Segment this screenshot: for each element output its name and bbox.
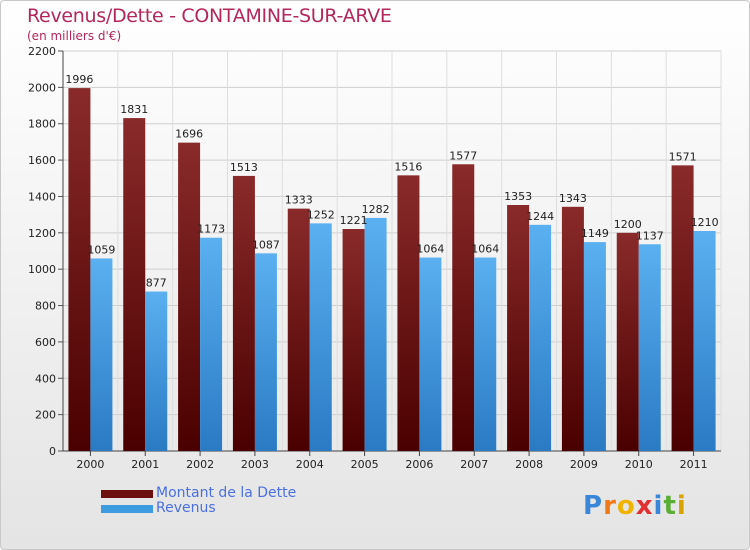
bar-revenus-2003 [254,253,277,451]
x-tick-label-2005: 2005 [351,458,379,471]
bar-revenus-2006 [419,257,442,451]
value-label-revenus-2004: 1252 [307,208,335,221]
bar-debt-2010 [616,232,639,451]
legend-label-debt: Montant de la Dette [156,485,297,501]
value-label-revenus-2007: 1064 [471,243,499,256]
bar-debt-2005 [342,229,365,451]
x-tick-label-2006: 2006 [405,458,433,471]
bar-debt-2008 [507,205,530,451]
value-label-debt-2006: 1516 [394,160,422,173]
y-tick-label: 1000 [28,263,56,276]
bar-revenus-2008 [529,224,552,451]
value-label-debt-2009: 1343 [559,192,587,205]
bar-debt-2009 [561,206,584,451]
y-tick-label: 800 [35,300,56,313]
bar-revenus-2011 [693,231,716,451]
proxiti-logo: Proxiti [583,491,687,521]
bar-debt-2000 [68,88,91,451]
logo-letter: x [635,491,654,521]
value-label-revenus-2000: 1059 [87,243,115,256]
y-tick-label: 1200 [28,227,56,240]
logo-letter: o [616,491,636,521]
value-label-revenus-2006: 1064 [416,243,444,256]
value-label-debt-2007: 1577 [449,149,477,162]
labels-layer: 1996 1059 2000 1831 877 2001 1696 1173 2002 1513 1… [65,73,718,471]
y-tick-label: 1400 [28,190,56,203]
value-label-revenus-2008: 1244 [526,210,554,223]
bar-debt-2001 [123,118,146,451]
logo-letter: r [603,491,617,521]
bar-debt-2011 [671,165,694,451]
x-tick-label-2004: 2004 [296,458,324,471]
logo-letter: P [583,491,604,521]
value-label-debt-2005: 1221 [340,214,368,227]
y-tick-label: 1800 [28,118,56,131]
x-tick-label-2002: 2002 [186,458,214,471]
logo-letter: i [676,491,687,521]
legend-label-revenus: Revenus [156,500,216,516]
bar-revenus-2007 [474,257,497,451]
bar-revenus-2000 [90,258,113,451]
value-label-revenus-2002: 1173 [197,223,225,236]
legend-swatch-revenus [101,505,153,513]
x-tick-label-2011: 2011 [680,458,708,471]
bar-revenus-2004 [309,223,332,451]
value-label-debt-2000: 1996 [65,73,93,86]
logo-letter: t [663,491,677,521]
legend-swatch-debt [101,490,153,498]
bar-debt-2006 [397,175,420,451]
y-tick-label: 400 [35,372,56,385]
value-label-revenus-2010: 1137 [636,229,664,242]
value-label-revenus-2001: 877 [146,277,167,290]
bars-layer [68,88,716,452]
x-tick-label-2010: 2010 [625,458,653,471]
y-tick-label: 0 [49,445,56,458]
bar-revenus-2005 [364,217,387,451]
chart-title: Revenus/Dette - CONTAMINE-SUR-ARVE [27,5,392,27]
value-label-revenus-2009: 1149 [581,227,609,240]
bar-debt-2007 [452,164,475,452]
bar-debt-2004 [287,208,310,451]
x-tick-label-2007: 2007 [460,458,488,471]
value-label-debt-2008: 1353 [504,190,532,203]
bar-revenus-2009 [583,242,606,451]
bar-revenus-2010 [638,244,661,451]
value-label-debt-2010: 1200 [614,218,642,231]
bar-debt-2003 [232,175,255,451]
value-label-debt-2001: 1831 [120,103,148,116]
y-tick-label: 2000 [28,81,56,94]
logo-letter: i [653,491,664,521]
value-label-revenus-2011: 1210 [691,216,719,229]
value-label-debt-2002: 1696 [175,128,203,141]
x-tick-label-2008: 2008 [515,458,543,471]
y-tick-label: 1600 [28,154,56,167]
value-label-debt-2011: 1571 [669,150,697,163]
bar-revenus-2002 [200,237,223,451]
bar-revenus-2001 [145,291,168,451]
grid-layer: 0 200 400 600 800 1000 1200 1400 1600 1800 2000 220… [28,45,722,458]
x-tick-label-2000: 2000 [76,458,104,471]
chart-subtitle: (en milliers d'€) [27,29,122,43]
x-tick-label-2001: 2001 [131,458,159,471]
value-label-debt-2003: 1513 [230,161,258,174]
value-label-revenus-2003: 1087 [252,238,280,251]
y-tick-label: 2200 [28,45,56,58]
value-label-debt-2004: 1333 [285,194,313,207]
value-label-revenus-2005: 1282 [362,203,390,216]
bar-debt-2002 [178,142,201,452]
bar-chart: 0 200 400 600 800 1000 1200 1400 1600 1800 2000 220… [28,45,722,471]
x-tick-label-2003: 2003 [241,458,269,471]
y-tick-label: 200 [35,409,56,422]
y-tick-label: 600 [35,336,56,349]
x-tick-label-2009: 2009 [570,458,598,471]
